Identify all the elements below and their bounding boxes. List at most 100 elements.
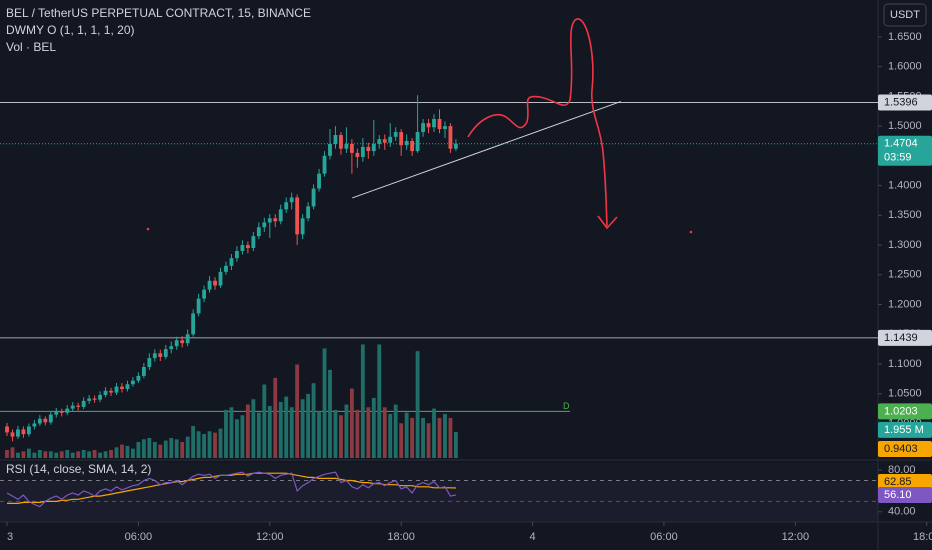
candle-body xyxy=(163,349,168,357)
volume-bar xyxy=(59,451,64,458)
volume-tag xyxy=(878,421,932,438)
candle-body xyxy=(432,118,436,128)
candle-body xyxy=(141,366,146,376)
volume-bar xyxy=(10,447,15,458)
rsi-tag xyxy=(878,487,932,504)
y-tick-label: 1.5000 xyxy=(888,120,922,132)
volume-bar xyxy=(371,397,376,458)
price-line-tag xyxy=(878,94,932,111)
candle-body xyxy=(147,358,152,367)
rsi-tick-label: 80.00 xyxy=(888,464,916,476)
volume-bar xyxy=(229,407,234,458)
rsi-label: RSI (14, close, SMA, 14, 2) xyxy=(6,462,151,476)
candle-body xyxy=(415,132,420,152)
candle-body xyxy=(125,384,130,390)
candle-body xyxy=(98,394,102,400)
candle-body xyxy=(410,140,415,152)
volume-bar xyxy=(415,351,420,458)
volume-bar xyxy=(32,452,37,458)
candle-body xyxy=(443,126,447,130)
freehand-arrow xyxy=(467,18,608,227)
volume-bar xyxy=(448,417,453,458)
volume-bar xyxy=(141,439,146,458)
volume-bar xyxy=(300,399,305,458)
rsi-line xyxy=(6,471,457,508)
volume-bar xyxy=(235,419,239,458)
volume-bar xyxy=(103,451,108,458)
candle-body xyxy=(21,429,26,435)
candle-body xyxy=(306,206,311,219)
candle-body xyxy=(196,298,201,314)
candle-body xyxy=(388,136,393,143)
volume-bar xyxy=(87,451,92,458)
candle-body xyxy=(218,271,223,286)
currency-button[interactable] xyxy=(883,3,927,27)
candle-body xyxy=(377,139,382,144)
candle-body xyxy=(404,140,409,146)
volume-bar xyxy=(295,364,300,458)
y-tick-label: 1.4000 xyxy=(888,179,922,191)
volume-bar xyxy=(404,412,409,458)
currency[interactable]: USDT xyxy=(890,9,920,21)
candle-body xyxy=(382,139,387,143)
candle-body xyxy=(355,152,360,158)
volume-bar xyxy=(349,388,354,458)
candle-body xyxy=(278,209,283,222)
candle-body xyxy=(43,418,48,423)
candle-body xyxy=(273,218,278,222)
dot xyxy=(146,227,150,231)
volume-bar xyxy=(125,445,130,458)
candle-body xyxy=(207,280,212,290)
volume-bar xyxy=(284,396,289,458)
daily-open-tag-label: 1.0203 xyxy=(884,405,918,417)
volume-bar xyxy=(5,449,9,458)
volume-bar xyxy=(196,431,201,458)
candle-body xyxy=(92,398,97,400)
volume-bar xyxy=(421,417,425,458)
candle-body xyxy=(16,429,20,437)
candle-body xyxy=(437,118,442,130)
volume-bar xyxy=(37,449,42,458)
candle-body xyxy=(32,423,37,427)
y-tick-label: 1.3000 xyxy=(888,239,922,251)
candle-body xyxy=(48,414,53,423)
y-tick-label: 1.2000 xyxy=(888,298,922,310)
volume-bar xyxy=(43,451,48,458)
candle-body xyxy=(448,126,453,149)
level-tag-label: 0.9403 xyxy=(884,443,918,455)
volume-bar xyxy=(185,436,190,458)
volume-bar xyxy=(70,452,75,458)
x-tick-label: 06:00 xyxy=(125,531,153,543)
volume-bar xyxy=(360,344,365,458)
volume-bar xyxy=(278,401,283,458)
volume-bar xyxy=(48,451,53,458)
volume-bar xyxy=(218,428,223,458)
candle-body xyxy=(120,386,124,390)
candle-body xyxy=(229,258,234,266)
volume-label: Vol · BEL xyxy=(6,40,56,54)
volume-bar xyxy=(213,432,217,458)
volume-bar xyxy=(98,452,102,458)
symbol-title: BEL / TetherUS PERPETUAL CONTRACT, 15, B… xyxy=(6,6,311,20)
candle-body xyxy=(371,143,376,152)
volume-bar xyxy=(355,409,360,458)
volume-bar xyxy=(311,383,316,458)
price-line-tag xyxy=(878,329,932,346)
x-tick-label: 12:00 xyxy=(782,531,810,543)
candle-body xyxy=(180,340,185,344)
volume-bar xyxy=(382,407,387,458)
candle-body xyxy=(191,313,196,335)
candle-body xyxy=(344,143,349,149)
volume-bar xyxy=(120,444,124,458)
volume-bar xyxy=(454,431,458,458)
candle-body xyxy=(70,405,75,409)
volume-bar xyxy=(202,433,207,458)
candle-body xyxy=(311,188,316,207)
candle-body xyxy=(5,426,9,433)
y-tick-label: 1.2500 xyxy=(888,269,922,281)
volume-bar xyxy=(256,412,261,458)
volume-bar xyxy=(240,415,245,458)
volume-bar xyxy=(366,407,371,458)
